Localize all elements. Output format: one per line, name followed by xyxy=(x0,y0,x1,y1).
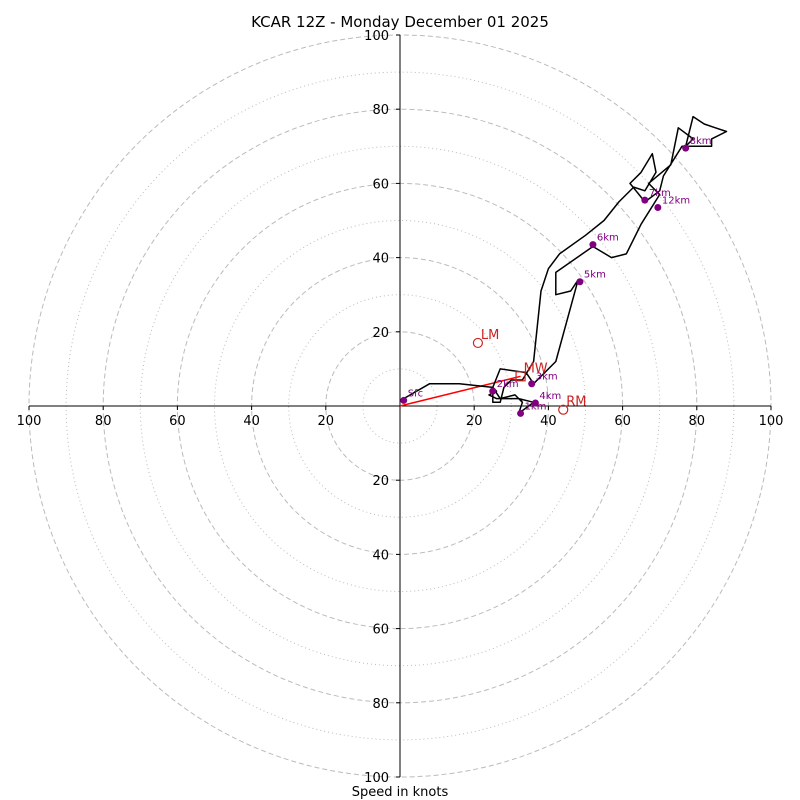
x-tick-label: 100 xyxy=(17,414,42,429)
height-label: 3km xyxy=(536,372,558,383)
height-label: 7km xyxy=(649,188,671,199)
y-tick-label: 100 xyxy=(364,771,389,786)
storm-motion-mw-label: MW xyxy=(524,361,548,376)
height-label: 5km xyxy=(584,270,606,281)
x-tick-label: 80 xyxy=(689,414,706,429)
height-label: 8km xyxy=(690,136,712,147)
height-label: 6km xyxy=(597,233,619,244)
tick-labels: 100 80 60 40 20 20 40 60 80 100 100 80 60 40 20 20 40 60 8… xyxy=(17,29,784,786)
x-tick-label: 60 xyxy=(169,414,186,429)
x-axis-label: Speed in knots xyxy=(352,785,449,800)
y-tick-label: 80 xyxy=(372,103,389,118)
height-marker-3km xyxy=(528,380,536,388)
height-label: Sfc xyxy=(408,388,423,399)
y-tick-label: 20 xyxy=(372,474,389,489)
x-tick-label: 20 xyxy=(318,414,335,429)
height-marker-8km xyxy=(682,144,690,152)
height-label: 2km xyxy=(497,379,519,390)
height-marker-sfc xyxy=(400,396,408,404)
storm-motion-lm xyxy=(472,337,484,349)
chart-title: KCAR 12Z - Monday December 01 2025 xyxy=(251,13,549,31)
x-tick-label: 40 xyxy=(243,414,260,429)
y-tick-label: 40 xyxy=(372,252,389,267)
storm-motion-lm-label: LM xyxy=(481,328,499,343)
x-tick-label: 60 xyxy=(614,414,631,429)
height-label: 12km xyxy=(662,196,690,207)
height-label: 1km xyxy=(525,401,547,412)
storm-motion-rm-label: RM xyxy=(566,395,586,410)
height-marker-6km xyxy=(589,241,597,249)
storm-motion-rm xyxy=(558,404,569,415)
hodograph-data: Sfc 1km 2km 3km 4km 5km 6km 7km 8km 12km LM MW RM xyxy=(399,115,728,417)
y-tick-label: 40 xyxy=(372,548,389,563)
height-label: 4km xyxy=(539,391,561,402)
x-tick-label: 20 xyxy=(466,414,483,429)
y-tick-label: 100 xyxy=(364,29,389,44)
height-marker-2km xyxy=(489,387,497,395)
storm-motion-mw xyxy=(515,371,526,382)
y-tick-label: 60 xyxy=(372,177,389,192)
mean-wind-vector xyxy=(399,375,521,407)
y-tick-label: 20 xyxy=(372,326,389,341)
height-marker-4km xyxy=(531,399,539,407)
hodograph-trace xyxy=(403,115,728,415)
height-marker-1km xyxy=(517,409,525,417)
x-tick-label: 100 xyxy=(759,414,784,429)
x-tick-label: 40 xyxy=(540,414,557,429)
height-marker-12km xyxy=(654,204,662,212)
height-marker-7km xyxy=(641,196,649,204)
height-marker-5km xyxy=(576,278,584,286)
x-tick-label: 80 xyxy=(95,414,112,429)
y-tick-label: 60 xyxy=(372,623,389,638)
y-tick-label: 80 xyxy=(372,697,389,712)
